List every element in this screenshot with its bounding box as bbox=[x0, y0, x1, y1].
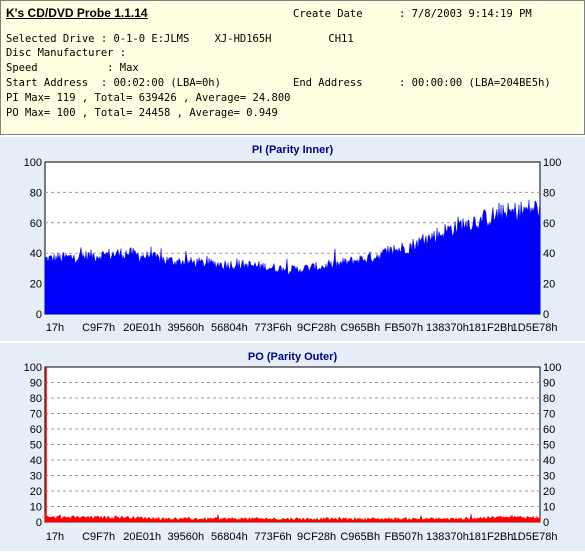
y-tick-label-right: 90 bbox=[543, 378, 555, 390]
x-tick-label: 9CF28h bbox=[297, 531, 336, 543]
create-date-value: : 7/8/2003 9:14:19 PM bbox=[399, 8, 532, 20]
y-tick-label-left: 50 bbox=[30, 440, 42, 452]
x-tick-label: 39560h bbox=[167, 531, 204, 543]
y-tick-label-right: 70 bbox=[543, 409, 555, 421]
y-tick-label-left: 40 bbox=[30, 248, 42, 260]
y-tick-label-right: 40 bbox=[543, 248, 555, 260]
end-address-label: End Address bbox=[293, 77, 363, 89]
x-tick-label: C9F7h bbox=[82, 322, 115, 334]
chart-title: PO (Parity Outer) bbox=[248, 351, 338, 363]
y-tick-label-left: 40 bbox=[30, 455, 42, 467]
x-tick-label: 9CF28h bbox=[297, 322, 336, 334]
x-tick-label: 138370h bbox=[426, 322, 469, 334]
y-tick-label-left: 80 bbox=[30, 187, 42, 199]
po-chart: PO (Parity Outer) 0 0 10 10 20 20 30 30 40 40 50 50 6… bbox=[24, 351, 562, 543]
speed: Speed : Max bbox=[6, 62, 139, 74]
y-tick-label-right: 100 bbox=[543, 362, 561, 374]
pi-chart-panel: PI (Parity Inner) 0 0 20 20 40 40 60 60 80 80 100 10… bbox=[0, 137, 585, 341]
y-tick-label-left: 60 bbox=[30, 218, 42, 230]
start-address: Start Address : 00:02:00 (LBA=0h) bbox=[6, 77, 221, 89]
y-tick-label-right: 10 bbox=[543, 502, 555, 514]
y-tick-label-right: 30 bbox=[543, 471, 555, 483]
series-area bbox=[44, 198, 541, 315]
y-tick-label-left: 90 bbox=[30, 378, 42, 390]
y-tick-label-right: 60 bbox=[543, 218, 555, 230]
x-tick-label: 56804h bbox=[211, 531, 248, 543]
chart-title: PI (Parity Inner) bbox=[252, 144, 334, 156]
x-tick-label: 56804h bbox=[211, 322, 248, 334]
x-tick-label: C965Bh bbox=[340, 322, 380, 334]
x-tick-label: FB507h bbox=[385, 322, 424, 334]
x-tick-label: 17h bbox=[46, 531, 64, 543]
selected-drive: Selected Drive : 0-1-0 E:JLMS XJ-HD165H … bbox=[6, 33, 354, 45]
y-tick-label-right: 80 bbox=[543, 187, 555, 199]
y-tick-label-right: 100 bbox=[543, 157, 561, 169]
x-tick-label: C965Bh bbox=[340, 531, 380, 543]
x-tick-label: 20E01h bbox=[123, 531, 161, 543]
y-tick-label-right: 20 bbox=[543, 279, 555, 291]
pi-stats: PI Max= 119 , Total= 639426 , Average= 2… bbox=[6, 92, 291, 104]
x-tick-label: 181F2Bh bbox=[469, 531, 514, 543]
y-tick-label-left: 10 bbox=[30, 502, 42, 514]
y-tick-label-left: 0 bbox=[36, 517, 42, 529]
y-tick-label-right: 60 bbox=[543, 424, 555, 436]
po-chart-panel: PO (Parity Outer) 0 0 10 10 20 20 30 30 40 40 50 50 6… bbox=[0, 343, 585, 551]
y-tick-label-right: 40 bbox=[543, 455, 555, 467]
y-tick-label-right: 20 bbox=[543, 486, 555, 498]
x-tick-label: 138370h bbox=[426, 531, 469, 543]
disc-manufacturer: Disc Manufacturer : bbox=[6, 47, 127, 59]
x-tick-label: FB507h bbox=[385, 531, 424, 543]
x-tick-label: 773F6h bbox=[254, 322, 291, 334]
end-address-value: : 00:00:00 (LBA=204BE5h) bbox=[399, 77, 551, 89]
pi-chart: PI (Parity Inner) 0 0 20 20 40 40 60 60 80 80 100 10… bbox=[24, 144, 562, 334]
y-tick-label-left: 0 bbox=[36, 309, 42, 321]
y-tick-label-right: 0 bbox=[543, 309, 549, 321]
y-tick-label-left: 70 bbox=[30, 409, 42, 421]
x-tick-label: 1D5E78h bbox=[512, 322, 558, 334]
y-tick-label-right: 80 bbox=[543, 393, 555, 405]
y-tick-label-left: 20 bbox=[30, 486, 42, 498]
y-tick-label-right: 50 bbox=[543, 440, 555, 452]
y-tick-label-left: 20 bbox=[30, 279, 42, 291]
po-stats: PO Max= 100 , Total= 24458 , Average= 0.… bbox=[6, 107, 278, 119]
x-tick-label: 181F2Bh bbox=[469, 322, 514, 334]
info-panel: K's CD/DVD Probe 1.1.14 Create Date : 7/… bbox=[0, 0, 585, 135]
create-date-label: Create Date bbox=[293, 8, 363, 20]
x-tick-label: 773F6h bbox=[254, 531, 291, 543]
y-tick-label-right: 0 bbox=[543, 517, 549, 529]
y-tick-label-left: 80 bbox=[30, 393, 42, 405]
y-tick-label-left: 30 bbox=[30, 471, 42, 483]
app-title: K's CD/DVD Probe 1.1.14 bbox=[6, 6, 148, 20]
x-tick-label: 20E01h bbox=[123, 322, 161, 334]
x-tick-label: C9F7h bbox=[82, 531, 115, 543]
x-tick-label: 39560h bbox=[167, 322, 204, 334]
x-tick-label: 1D5E78h bbox=[512, 531, 558, 543]
y-tick-label-left: 100 bbox=[24, 157, 42, 169]
y-tick-label-left: 100 bbox=[24, 362, 42, 374]
y-tick-label-left: 60 bbox=[30, 424, 42, 436]
x-tick-label: 17h bbox=[46, 322, 64, 334]
series-area bbox=[44, 512, 541, 523]
